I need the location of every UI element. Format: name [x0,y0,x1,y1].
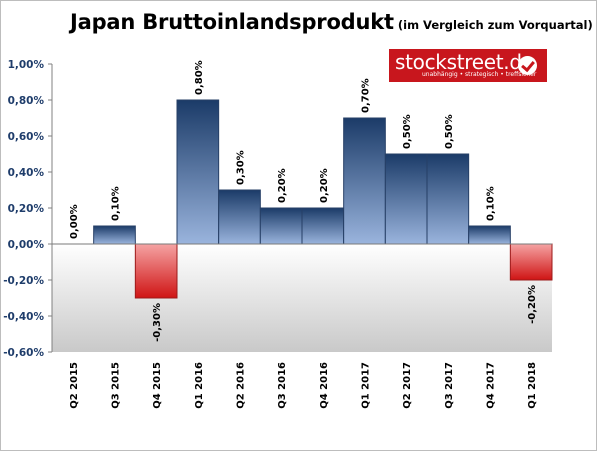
x-tick-label: Q3 2017 [444,362,455,409]
x-tick-label: Q3 2016 [277,362,288,409]
bar [343,117,386,245]
x-tick-label: Q1 2017 [361,362,372,409]
y-tick-label: 0,20% [8,203,45,215]
data-label: 0,70% [361,78,372,113]
data-label: 0,50% [444,114,455,149]
bar [509,243,553,281]
x-tick-label: Q3 2015 [111,362,122,409]
data-label: 0,10% [111,186,122,221]
x-tick-label: Q2 2015 [69,362,80,409]
bar [218,189,261,245]
bar [301,207,345,245]
data-label: 0,80% [194,60,205,95]
chart-subtitle: (im Vergleich zum Vorquartal) [397,18,593,32]
bar [176,99,220,245]
plot-area-lower [52,244,552,352]
chart-title: Japan Bruttoinlandsprodukt [70,10,394,34]
y-tick-label: 0,60% [8,131,45,143]
x-tick-label: Q4 2017 [486,362,497,409]
bar [426,153,470,245]
stockstreet-logo: stockstreet.de unabhängig • strategisch … [389,49,547,82]
x-tick-label: Q2 2016 [236,362,247,409]
bar [259,207,303,245]
x-tick-label: Q2 2017 [402,362,413,409]
data-label: 0,10% [486,186,497,221]
bar [134,243,178,299]
bar-series [93,99,553,299]
x-tick-label: Q4 2015 [152,362,163,409]
y-tick-label: 0,80% [8,95,45,107]
x-tick-label: Q4 2016 [319,362,330,409]
data-label: 0,20% [277,168,288,203]
data-label: 0,30% [236,150,247,185]
bar [93,225,136,245]
logo-name: stockstreet.de [395,50,534,74]
y-tick-label: 0,00% [8,239,45,251]
bar [384,153,428,245]
y-tick-label: -0,40% [3,311,44,323]
logo-tagline: unabhängig • strategisch • treffsicher [422,71,537,78]
data-labels: 0,00% 0,10% -0,30% 0,80% 0,30% 0,20% 0,20% 0,70… [69,60,538,342]
check-icon [518,56,537,75]
y-tick-label: -0,20% [3,275,44,287]
x-tick-label: Q1 2016 [194,362,205,409]
data-label: 0,00% [69,204,80,239]
data-label: 0,50% [402,114,413,149]
data-label: -0,20% [527,285,538,324]
y-tick-label: -0,60% [3,347,44,359]
y-tick-label: 0,40% [8,167,45,179]
y-tick-label: 1,00% [8,59,45,71]
x-tick-label: Q1 2018 [527,362,538,409]
y-axis: 1,00% 0,80% 0,60% 0,40% 0,20% 0,00% -0,20% -0,4… [3,59,52,359]
data-label: 0,20% [319,168,330,203]
x-axis: Q2 2015 Q3 2015 Q4 2015 Q1 2016 Q2 2016 Q3 20… [69,362,538,409]
data-label: -0,30% [152,303,163,342]
bar [468,225,511,245]
chart-title-block: Japan Bruttoinlandsprodukt (im Vergleich … [70,10,593,34]
